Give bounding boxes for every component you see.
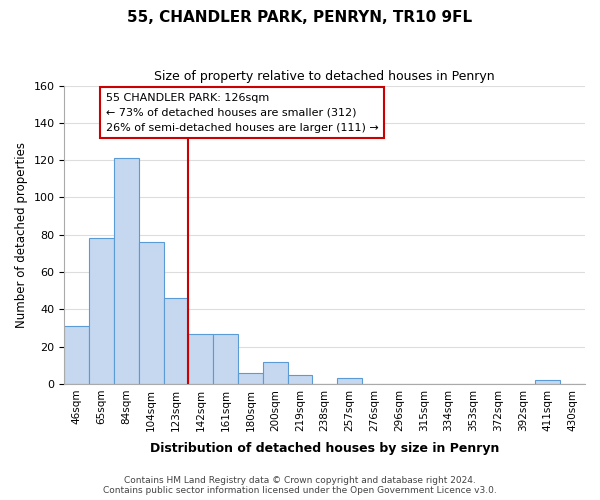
Bar [263, 362, 287, 384]
Text: Contains HM Land Registry data © Crown copyright and database right 2024.
Contai: Contains HM Land Registry data © Crown c… [103, 476, 497, 495]
Bar [287, 374, 313, 384]
Bar [114, 158, 139, 384]
Bar [89, 238, 114, 384]
Title: Size of property relative to detached houses in Penryn: Size of property relative to detached ho… [154, 70, 495, 83]
Bar [337, 378, 362, 384]
X-axis label: Distribution of detached houses by size in Penryn: Distribution of detached houses by size … [150, 442, 499, 455]
Bar [535, 380, 560, 384]
Bar [213, 334, 238, 384]
Bar [188, 334, 213, 384]
Bar [164, 298, 188, 384]
Bar [238, 372, 263, 384]
Bar [139, 242, 164, 384]
Text: 55 CHANDLER PARK: 126sqm
← 73% of detached houses are smaller (312)
26% of semi-: 55 CHANDLER PARK: 126sqm ← 73% of detach… [106, 93, 379, 132]
Text: 55, CHANDLER PARK, PENRYN, TR10 9FL: 55, CHANDLER PARK, PENRYN, TR10 9FL [127, 10, 473, 25]
Y-axis label: Number of detached properties: Number of detached properties [15, 142, 28, 328]
Bar [64, 326, 89, 384]
